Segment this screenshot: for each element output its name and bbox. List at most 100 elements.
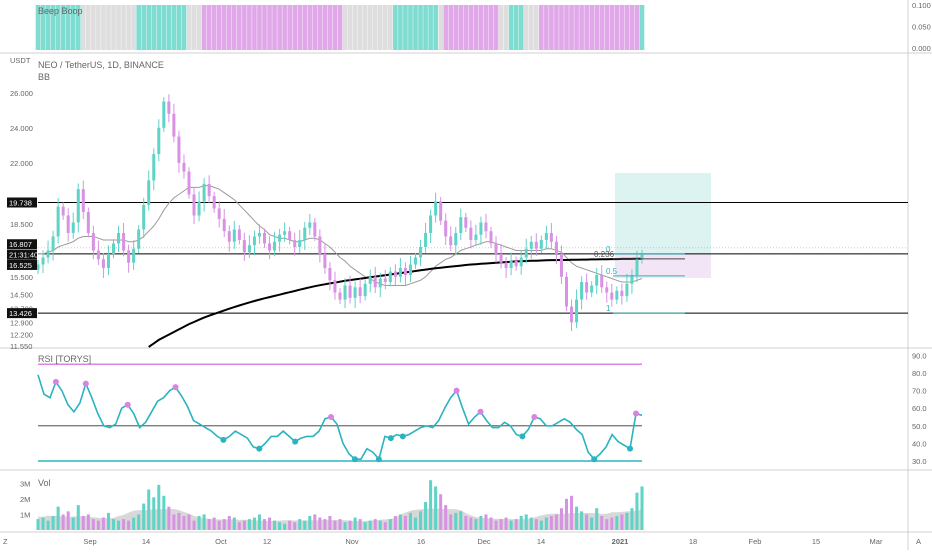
volume-bar[interactable] [514, 519, 518, 530]
volume-bar[interactable] [368, 520, 372, 530]
candle-body[interactable] [172, 113, 176, 137]
candle-body[interactable] [348, 285, 352, 298]
candle-body[interactable] [137, 229, 141, 249]
volume-bar[interactable] [147, 489, 151, 530]
candle-body[interactable] [615, 290, 619, 300]
volume-bar[interactable] [373, 519, 377, 530]
volume-bar[interactable] [91, 519, 95, 530]
volume-bar[interactable] [519, 516, 523, 530]
volume-bar[interactable] [449, 514, 453, 530]
volume-bar[interactable] [111, 519, 116, 530]
candle-body[interactable] [580, 282, 584, 300]
candle-body[interactable] [368, 276, 372, 284]
volume-bar[interactable] [318, 517, 322, 530]
volume-bar[interactable] [76, 505, 80, 530]
rsi-pane[interactable]: 90.0 80.0 70.0 60.0 50.0 40.0 30.0 [37, 352, 927, 466]
volume-bar[interactable] [494, 520, 498, 530]
candle-body[interactable] [192, 194, 196, 216]
volume-bar[interactable] [434, 486, 438, 530]
volume-bar[interactable] [610, 517, 614, 530]
candle-body[interactable] [293, 239, 297, 247]
candle-body[interactable] [454, 232, 458, 246]
candle-body[interactable] [408, 264, 412, 276]
candle-body[interactable] [564, 276, 569, 307]
volume-bar[interactable] [640, 486, 644, 530]
candle-body[interactable] [227, 231, 231, 242]
candle-body[interactable] [202, 183, 206, 202]
volume-bar[interactable] [429, 480, 433, 530]
auto-scale-button[interactable]: A [916, 537, 921, 546]
candle-body[interactable] [61, 206, 65, 216]
beep-boop-pane[interactable]: 0.100 0.050 0.000 [35, 1, 931, 53]
volume-bar[interactable] [71, 517, 75, 530]
candle-body[interactable] [41, 257, 45, 265]
candle-body[interactable] [111, 243, 116, 254]
volume-bar[interactable] [298, 519, 302, 530]
candle-body[interactable] [71, 222, 75, 233]
candle-body[interactable] [449, 236, 453, 246]
candle-body[interactable] [640, 253, 644, 260]
volume-indicator-label[interactable]: Vol [38, 478, 51, 488]
candle-body[interactable] [539, 239, 543, 249]
volume-bar[interactable] [559, 508, 563, 530]
candle-body[interactable] [419, 246, 423, 258]
volume-bar[interactable] [313, 514, 317, 530]
candle-body[interactable] [484, 222, 488, 232]
candle-body[interactable] [378, 278, 382, 288]
candle-body[interactable] [328, 268, 332, 281]
candle-body[interactable] [509, 261, 513, 269]
volume-bar[interactable] [388, 519, 392, 530]
volume-bar[interactable] [192, 520, 196, 530]
candle-body[interactable] [504, 262, 508, 269]
candle-body[interactable] [288, 231, 292, 240]
volume-bar[interactable] [464, 516, 468, 530]
candle-body[interactable] [283, 231, 287, 235]
candle-body[interactable] [469, 227, 473, 240]
candle-body[interactable] [358, 287, 362, 297]
candle-body[interactable] [252, 236, 256, 246]
symbol-title[interactable]: NEO / TetherUS, 1D, BINANCE [38, 60, 164, 70]
volume-bar[interactable] [605, 519, 609, 530]
candle-body[interactable] [298, 239, 302, 247]
target-zone[interactable] [615, 173, 711, 254]
volume-bar[interactable] [338, 519, 342, 530]
volume-bar[interactable] [580, 511, 584, 530]
volume-bar[interactable] [333, 520, 337, 530]
volume-bar[interactable] [585, 514, 589, 530]
volume-bar[interactable] [61, 514, 65, 530]
candle-body[interactable] [152, 154, 156, 181]
candle-body[interactable] [333, 280, 337, 293]
volume-bar[interactable] [222, 519, 226, 530]
candle-body[interactable] [86, 211, 90, 233]
candle-body[interactable] [534, 241, 538, 249]
volume-bar[interactable] [328, 516, 332, 530]
candle-body[interactable] [117, 232, 121, 244]
volume-bar[interactable] [554, 514, 558, 530]
candle-body[interactable] [142, 204, 146, 230]
volume-bar[interactable] [600, 516, 604, 530]
candle-body[interactable] [388, 271, 392, 283]
candle-body[interactable] [76, 189, 80, 223]
volume-bar[interactable] [413, 517, 418, 530]
volume-bar[interactable] [227, 516, 231, 530]
volume-bar[interactable] [630, 508, 634, 530]
candle-body[interactable] [197, 201, 201, 216]
candle-body[interactable] [167, 101, 171, 114]
timezone-button[interactable]: Z [3, 537, 8, 546]
candle-body[interactable] [278, 234, 282, 242]
volume-bar[interactable] [544, 517, 548, 530]
candle-body[interactable] [383, 278, 387, 283]
time-axis[interactable]: Sep 14 Oct 12 Nov 16 Dec 14 2021 18 Feb 15 Mar [83, 537, 883, 546]
volume-bar[interactable] [46, 520, 50, 530]
volume-bar[interactable] [202, 514, 206, 530]
candle-body[interactable] [444, 220, 448, 237]
volume-bar[interactable] [162, 495, 166, 530]
candle-body[interactable] [101, 259, 105, 269]
candle-body[interactable] [217, 208, 221, 219]
candle-body[interactable] [625, 283, 629, 297]
volume-bar[interactable] [393, 516, 397, 530]
candle-body[interactable] [494, 243, 498, 254]
candle-body[interactable] [575, 299, 579, 323]
